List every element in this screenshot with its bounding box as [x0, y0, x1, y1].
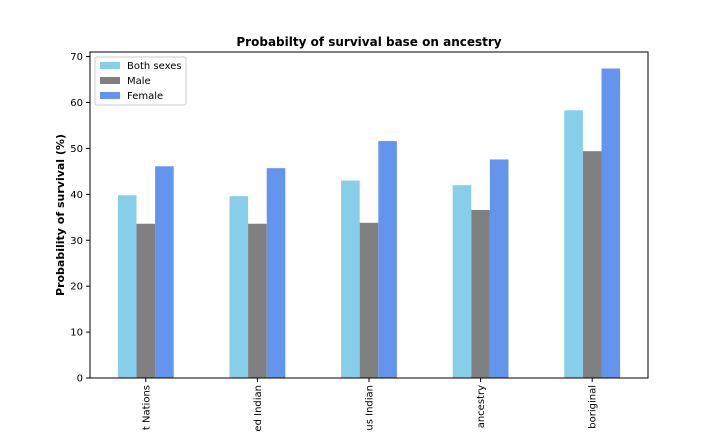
- bar-1-5: [564, 110, 583, 378]
- bar-3-1: [155, 166, 174, 378]
- bar-1-3: [341, 180, 360, 378]
- bar-3-4: [489, 159, 509, 378]
- bar-2-1: [136, 223, 156, 378]
- bar-3-5: [601, 68, 621, 379]
- bar-1-4: [452, 185, 472, 378]
- x-tick-label: boriginal: [588, 385, 599, 429]
- bars-group: [117, 68, 621, 379]
- x-tick-label: ed Indian: [253, 385, 264, 432]
- legend-label: Both sexes: [127, 61, 182, 72]
- y-tick-label: 40: [70, 190, 83, 201]
- y-axis: 0 10 20 30 40 50 60 70: [70, 52, 90, 385]
- bar-1-1: [117, 195, 137, 378]
- y-tick-label: 10: [70, 328, 83, 339]
- y-tick-label: 70: [70, 52, 83, 63]
- plot-frame: [89, 51, 649, 379]
- y-axis-label: Probability of survival (%): [54, 134, 67, 296]
- x-tick-label: us Indian: [365, 385, 376, 431]
- bar-2-4: [471, 209, 490, 378]
- y-tick-label: 60: [70, 98, 83, 109]
- bar-3-2: [266, 168, 286, 378]
- bar-3-3: [378, 141, 397, 378]
- y-tick-label: 20: [70, 282, 83, 293]
- legend-label: Male: [127, 76, 151, 87]
- chart-title: Probabilty of survival base on ancestry: [236, 35, 501, 49]
- bar-2-2: [248, 223, 267, 378]
- x-tick-label: ancestry: [476, 385, 487, 428]
- legend-swatch: [100, 92, 120, 99]
- y-tick-label: 50: [70, 144, 83, 155]
- legend-swatch: [100, 62, 120, 69]
- y-tick-label: 30: [70, 236, 83, 247]
- x-axis: t Nations ed Indian us Indian ancestry borig…: [141, 378, 599, 432]
- legend-swatch: [100, 77, 120, 84]
- bar-2-3: [359, 222, 379, 378]
- x-tick-label: t Nations: [141, 385, 152, 430]
- bar-1-2: [229, 196, 249, 378]
- y-tick-label: 0: [77, 374, 83, 385]
- legend-label: Female: [127, 91, 163, 102]
- legend: Both sexes Male Female: [94, 56, 187, 106]
- bar-2-5: [582, 151, 602, 378]
